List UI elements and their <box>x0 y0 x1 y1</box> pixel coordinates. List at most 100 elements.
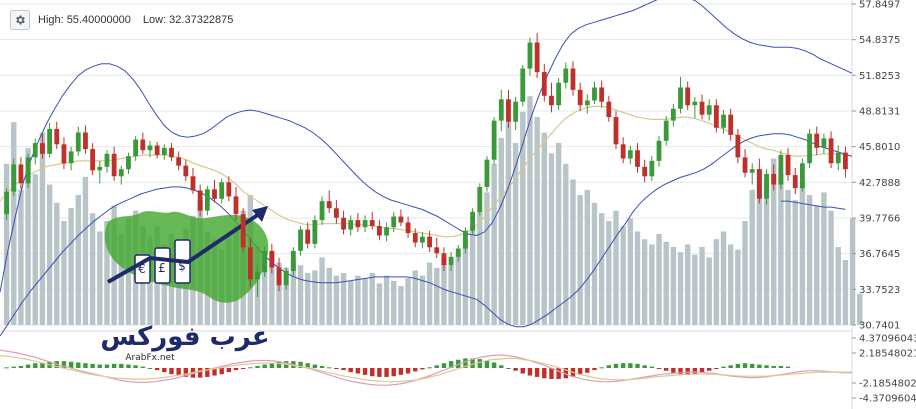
candle-80 <box>577 82 583 112</box>
volume-bar-58 <box>419 275 426 325</box>
settings-button[interactable] <box>10 10 30 30</box>
volume-bar-68 <box>491 163 497 325</box>
candle-99 <box>713 99 719 133</box>
candle-body-5 <box>40 143 45 154</box>
macd-bar-41 <box>298 361 303 368</box>
candle-body-17 <box>126 156 131 170</box>
candle-67 <box>484 156 490 192</box>
candle-15 <box>111 146 117 182</box>
volume-bar-85 <box>613 210 619 325</box>
candle-65 <box>470 208 476 236</box>
watermark-arrow-head <box>252 206 268 222</box>
volume-bar-13 <box>97 231 103 325</box>
candle-body-40 <box>290 250 296 272</box>
candle-body-38 <box>276 267 282 286</box>
price-tick-label-8: 33.7523 <box>859 285 900 296</box>
candle-body-75 <box>541 72 547 96</box>
macd-bar-91 <box>656 368 662 369</box>
macd-bar-8 <box>61 361 67 368</box>
candle-10 <box>75 126 81 157</box>
macd-bar-23 <box>169 368 174 375</box>
candle-70 <box>506 89 511 128</box>
volume-bar-2 <box>18 189 24 325</box>
volume-bar-88 <box>634 231 641 325</box>
volume-bar-67 <box>484 192 490 325</box>
candle-105 <box>756 158 762 204</box>
candle-body-42 <box>305 229 311 244</box>
candle-body-33 <box>240 214 246 248</box>
volume-bar-46 <box>333 275 340 325</box>
candle-body-54 <box>391 216 397 228</box>
candle-body-101 <box>728 114 734 135</box>
candle-body-55 <box>398 216 404 223</box>
candle-107 <box>771 164 777 191</box>
candle-body-25 <box>183 165 189 177</box>
volume-bar-38 <box>276 262 282 325</box>
macd-bar-46 <box>334 368 339 369</box>
candle-body-91 <box>656 140 662 161</box>
volume-bar-70 <box>505 122 512 325</box>
macd-bar-70 <box>506 368 511 369</box>
macd-bar-43 <box>312 364 318 368</box>
macd-bar-105 <box>757 364 762 368</box>
candle-body-96 <box>692 101 698 106</box>
candle-body-36 <box>262 250 268 273</box>
low-value: 32.37322875 <box>169 14 234 26</box>
candle-body-109 <box>785 154 791 176</box>
volume-bar-79 <box>570 179 576 325</box>
candle-body-57 <box>412 233 418 243</box>
macd-bar-94 <box>678 368 683 375</box>
macd-bar-20 <box>147 368 153 369</box>
candle-64 <box>463 227 468 254</box>
candle-56 <box>405 216 411 238</box>
volume-bar-74 <box>534 117 540 325</box>
candle-31 <box>226 176 232 202</box>
macd-bar-52 <box>377 368 382 377</box>
candle-body-68 <box>491 120 497 160</box>
volume-bar-84 <box>606 221 612 325</box>
candle-79 <box>570 61 576 96</box>
candle-76 <box>549 82 554 113</box>
macd-signal-line <box>0 355 852 383</box>
candle-body-14 <box>104 153 110 167</box>
candle-body-83 <box>599 87 605 102</box>
volume-bar-113 <box>814 205 820 325</box>
macd-bar-12 <box>90 363 95 368</box>
candle-body-112 <box>807 133 812 164</box>
price-tick-label-7: 36.7645 <box>859 249 900 260</box>
volume-bar-7 <box>54 202 60 325</box>
macd-bar-80 <box>577 368 583 375</box>
volume-bar-64 <box>462 239 469 325</box>
volume-bar-14 <box>104 221 110 325</box>
candle-body-19 <box>140 139 146 151</box>
macd-bar-71 <box>513 368 518 371</box>
volume-bar-78 <box>563 163 569 325</box>
candle-body-72 <box>520 68 526 102</box>
candle-body-73 <box>527 42 533 69</box>
macd-bar-47 <box>341 368 346 371</box>
macd-bar-57 <box>413 368 418 372</box>
watermark-euro: € <box>138 262 146 276</box>
candle-26 <box>190 167 196 195</box>
macd-bar-36 <box>262 364 267 368</box>
volume-bar-107 <box>771 158 777 325</box>
candle-20 <box>147 140 153 158</box>
macd-bar-2 <box>18 365 24 368</box>
macd-bar-75 <box>542 368 547 379</box>
candle-body-8 <box>61 144 67 164</box>
volume-bar-97 <box>699 247 705 325</box>
candle-body-79 <box>570 68 576 90</box>
volume-bar-52 <box>376 283 383 325</box>
price-tick-label-9: 30.7401 <box>859 321 900 332</box>
macd-bar-62 <box>448 361 454 368</box>
candle-71 <box>513 96 519 131</box>
candle-63 <box>455 244 461 262</box>
candle-36 <box>262 246 268 277</box>
candle-74 <box>534 33 540 79</box>
candle-21 <box>154 141 160 159</box>
candle-body-15 <box>111 153 117 177</box>
candle-34 <box>247 237 253 287</box>
price-tick-label-4: 45.8010 <box>859 142 900 153</box>
candle-77 <box>556 78 562 110</box>
